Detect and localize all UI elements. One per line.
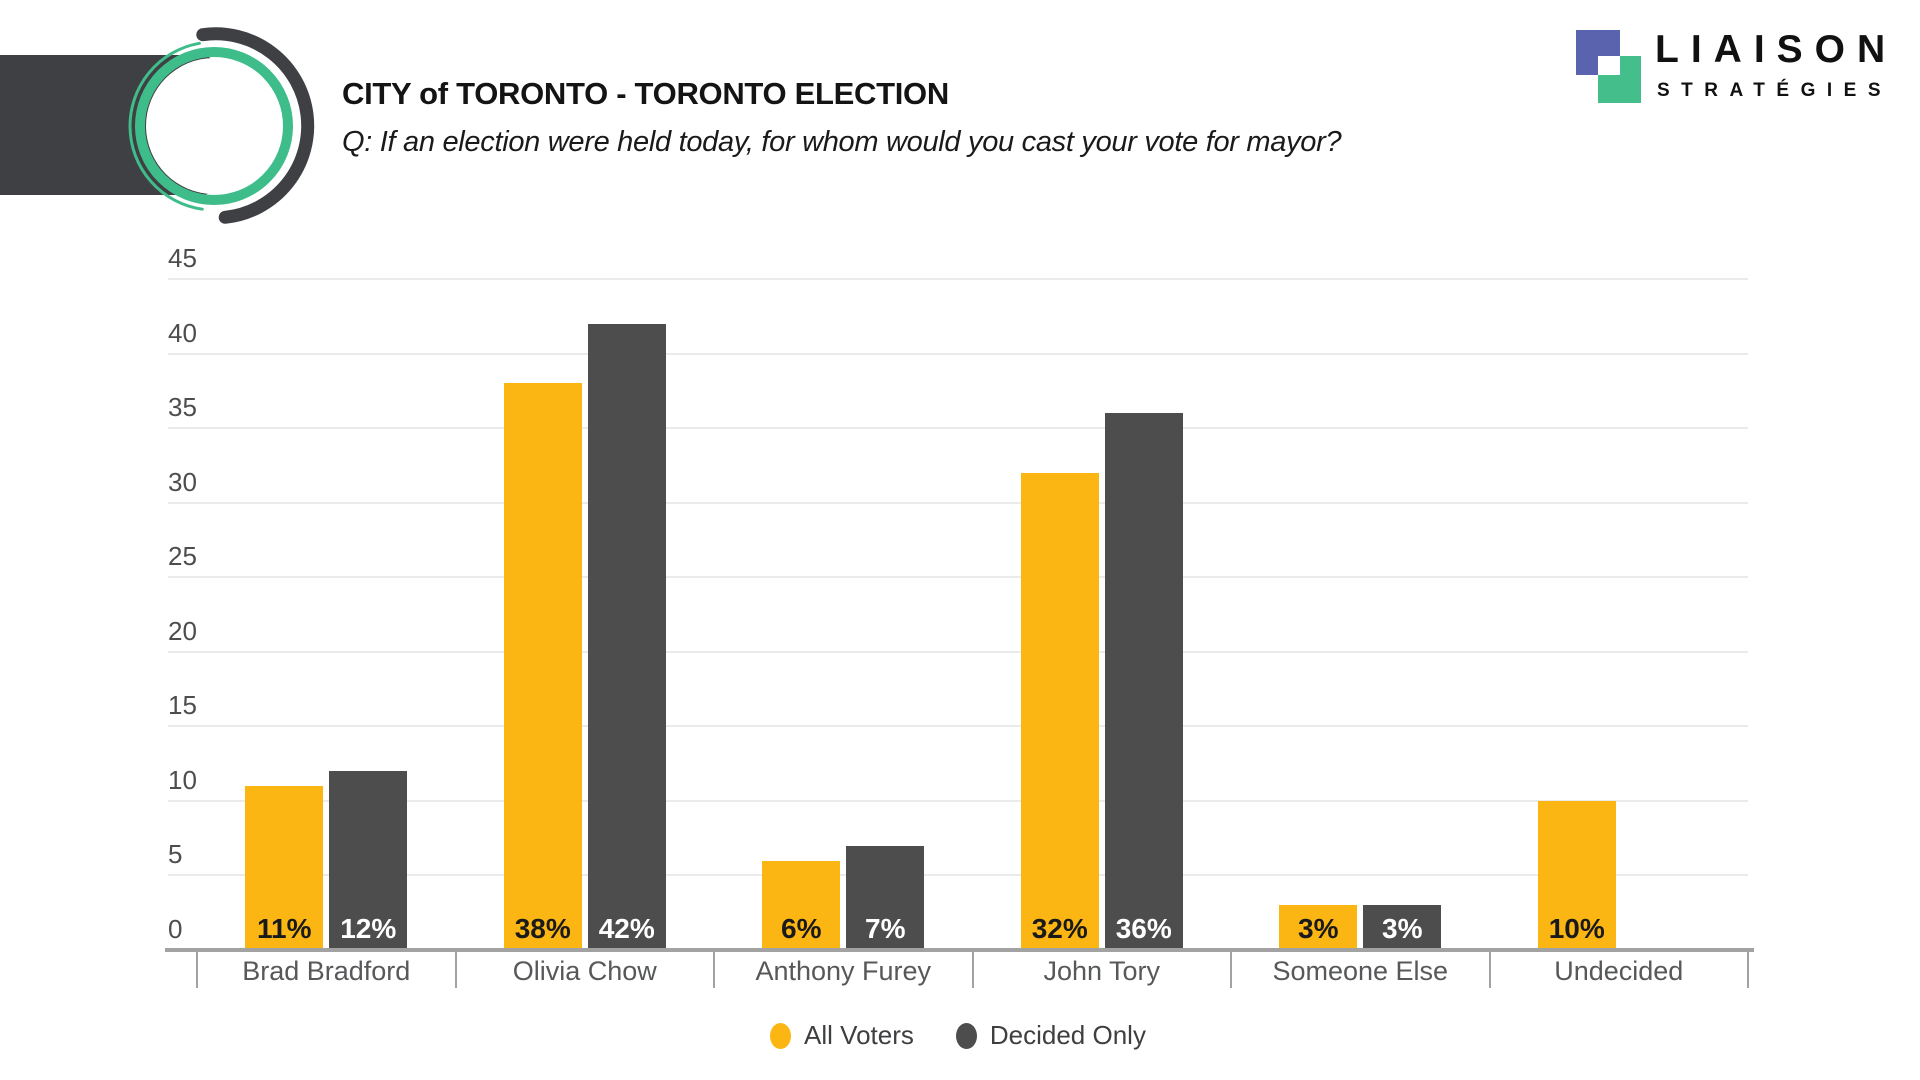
y-gridline xyxy=(168,725,1748,728)
x-axis-category-label: Brad Bradford xyxy=(242,956,411,986)
bar-all-voters: 3% xyxy=(1279,905,1358,950)
bar-decided-only: 3% xyxy=(1363,905,1442,950)
legend-marker-icon xyxy=(770,1022,792,1049)
bar-all-voters: 6% xyxy=(762,861,841,950)
bar-value-label: 12% xyxy=(340,913,397,944)
logo-inner-disc xyxy=(146,58,282,194)
bar-value-label: 7% xyxy=(865,913,906,944)
x-axis-tick xyxy=(1488,950,1491,988)
x-axis-tick xyxy=(713,950,715,988)
x-axis-category-label: Undecided xyxy=(1554,956,1684,986)
bar-all-voters: 10% xyxy=(1537,801,1616,950)
x-axis-category-label: Olivia Chow xyxy=(512,956,657,986)
x-axis-tick xyxy=(196,950,198,988)
brand-wordmark: LIAISON xyxy=(1655,28,1898,71)
legend-label: Decided Only xyxy=(989,1020,1146,1050)
y-gridline xyxy=(168,799,1748,802)
legend-item: All Voters xyxy=(770,1020,914,1051)
chart-legend: All Voters Decided Only xyxy=(168,1020,1748,1051)
bar-decided-only: 7% xyxy=(846,846,925,950)
logo-thin-green-arc xyxy=(128,41,204,211)
y-gridline xyxy=(168,501,1748,504)
y-axis-tick-label: 15 xyxy=(168,690,197,721)
x-axis-category-label: Anthony Furey xyxy=(755,956,932,986)
page-title: CITY of TORONTO - TORONTO ELECTION xyxy=(342,76,949,111)
y-gridline xyxy=(168,650,1748,653)
bar-value-label: 11% xyxy=(257,913,312,944)
bar-value-label: 38% xyxy=(514,913,571,944)
bar-value-label: 42% xyxy=(598,913,655,944)
legend-marker-icon xyxy=(955,1022,977,1049)
y-axis-tick-label: 25 xyxy=(168,541,197,572)
y-axis-tick-label: 10 xyxy=(168,764,197,795)
bar-decided-only: 36% xyxy=(1104,413,1183,950)
y-axis-tick-label: 30 xyxy=(168,466,197,497)
brand-white-overlap-square-icon xyxy=(1598,56,1620,75)
y-gridline xyxy=(168,278,1748,280)
x-axis-tick xyxy=(1230,950,1232,988)
bar-value-label: 3% xyxy=(1298,913,1339,944)
y-gridline xyxy=(168,352,1748,355)
x-axis-tick xyxy=(971,950,974,988)
bar-value-label: 32% xyxy=(1031,913,1088,944)
bar-decided-only: 12% xyxy=(329,771,408,950)
bar-value-label: 3% xyxy=(1382,913,1423,944)
bar-value-label: 10% xyxy=(1548,913,1605,944)
y-gridline xyxy=(168,427,1748,430)
logo-dark-arc xyxy=(196,27,315,224)
bar-value-label: 6% xyxy=(781,913,822,944)
legend-item: Decided Only xyxy=(955,1020,1146,1051)
y-axis-tick-label: 20 xyxy=(168,615,197,646)
y-axis-tick-label: 0 xyxy=(168,914,183,944)
brand-tagline: STRATÉGIES xyxy=(1657,80,1892,101)
bar-value-label: 36% xyxy=(1115,913,1172,944)
x-axis-tick xyxy=(454,950,457,988)
x-axis-category-label: John Tory xyxy=(1043,956,1161,986)
bar-decided-only: 42% xyxy=(587,324,666,950)
x-axis-category-label: Someone Else xyxy=(1272,956,1449,986)
legend-label: All Voters xyxy=(804,1020,914,1050)
bar-all-voters: 32% xyxy=(1020,473,1099,950)
logo-green-ring xyxy=(135,47,293,205)
logo-white-arc xyxy=(202,41,300,211)
y-axis-tick-label: 35 xyxy=(168,392,197,423)
y-axis-tick-label: 40 xyxy=(168,317,197,348)
y-gridline xyxy=(168,874,1748,877)
x-axis-tick xyxy=(1747,950,1749,988)
circular-ring-logo-icon xyxy=(128,27,315,224)
y-axis-tick-label: 45 xyxy=(168,243,197,273)
x-axis-baseline xyxy=(165,948,1754,952)
bar-all-voters: 38% xyxy=(503,383,582,950)
poll-question: Q: If an election were held today, for w… xyxy=(342,126,1342,158)
y-axis-tick-label: 5 xyxy=(168,839,183,870)
liaison-strategies-logo: LIAISON STRATÉGIES xyxy=(1576,28,1906,108)
y-gridline xyxy=(168,576,1748,579)
bar-all-voters: 11% xyxy=(245,786,324,950)
